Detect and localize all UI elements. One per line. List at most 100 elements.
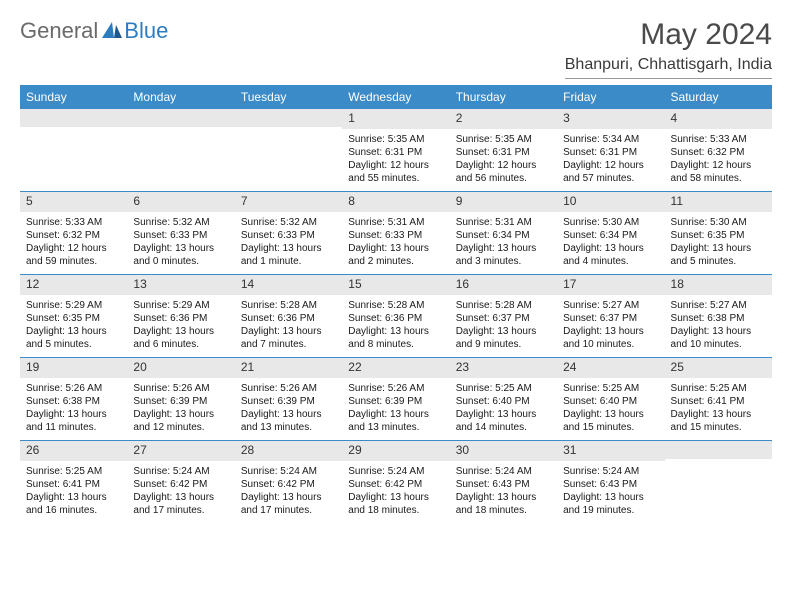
sunrise-line: Sunrise: 5:28 AM [241, 299, 336, 312]
sunrise-line: Sunrise: 5:34 AM [563, 133, 658, 146]
day-number: 29 [342, 441, 449, 461]
cell-body: Sunrise: 5:29 AMSunset: 6:35 PMDaylight:… [20, 295, 127, 357]
day-number: 2 [450, 109, 557, 129]
day-number: 16 [450, 275, 557, 295]
calendar: SundayMondayTuesdayWednesdayThursdayFrid… [20, 85, 772, 523]
day-number: 1 [342, 109, 449, 129]
calendar-cell: 16Sunrise: 5:28 AMSunset: 6:37 PMDayligh… [450, 275, 557, 357]
sunrise-line: Sunrise: 5:25 AM [671, 382, 766, 395]
calendar-cell: 27Sunrise: 5:24 AMSunset: 6:42 PMDayligh… [127, 441, 234, 523]
dayname-header: Friday [557, 85, 664, 109]
cell-body: Sunrise: 5:26 AMSunset: 6:38 PMDaylight:… [20, 378, 127, 440]
title-block: May 2024 Bhanpuri, Chhattisgarh, India [565, 18, 772, 79]
calendar-week: 12Sunrise: 5:29 AMSunset: 6:35 PMDayligh… [20, 275, 772, 358]
sunrise-line: Sunrise: 5:25 AM [26, 465, 121, 478]
cell-body: Sunrise: 5:26 AMSunset: 6:39 PMDaylight:… [342, 378, 449, 440]
sunset-line: Sunset: 6:36 PM [133, 312, 228, 325]
sunrise-line: Sunrise: 5:27 AM [563, 299, 658, 312]
day-number: 30 [450, 441, 557, 461]
calendar-cell: 25Sunrise: 5:25 AMSunset: 6:41 PMDayligh… [665, 358, 772, 440]
calendar-cell: 12Sunrise: 5:29 AMSunset: 6:35 PMDayligh… [20, 275, 127, 357]
cell-body: Sunrise: 5:28 AMSunset: 6:37 PMDaylight:… [450, 295, 557, 357]
daylight-line: Daylight: 13 hours and 2 minutes. [348, 242, 443, 268]
sunset-line: Sunset: 6:34 PM [456, 229, 551, 242]
sunrise-line: Sunrise: 5:25 AM [563, 382, 658, 395]
sunrise-line: Sunrise: 5:26 AM [26, 382, 121, 395]
cell-body: Sunrise: 5:24 AMSunset: 6:43 PMDaylight:… [557, 461, 664, 523]
calendar-cell: 19Sunrise: 5:26 AMSunset: 6:38 PMDayligh… [20, 358, 127, 440]
sunrise-line: Sunrise: 5:26 AM [241, 382, 336, 395]
calendar-cell: 23Sunrise: 5:25 AMSunset: 6:40 PMDayligh… [450, 358, 557, 440]
calendar-cell: 5Sunrise: 5:33 AMSunset: 6:32 PMDaylight… [20, 192, 127, 274]
sunset-line: Sunset: 6:33 PM [133, 229, 228, 242]
calendar-week: 19Sunrise: 5:26 AMSunset: 6:38 PMDayligh… [20, 358, 772, 441]
sunset-line: Sunset: 6:35 PM [671, 229, 766, 242]
cell-body: Sunrise: 5:34 AMSunset: 6:31 PMDaylight:… [557, 129, 664, 191]
cell-body: Sunrise: 5:35 AMSunset: 6:31 PMDaylight:… [450, 129, 557, 191]
day-number: 6 [127, 192, 234, 212]
daylight-line: Daylight: 13 hours and 9 minutes. [456, 325, 551, 351]
calendar-cell: 3Sunrise: 5:34 AMSunset: 6:31 PMDaylight… [557, 109, 664, 191]
daylight-line: Daylight: 13 hours and 6 minutes. [133, 325, 228, 351]
calendar-cell: 24Sunrise: 5:25 AMSunset: 6:40 PMDayligh… [557, 358, 664, 440]
calendar-cell: 6Sunrise: 5:32 AMSunset: 6:33 PMDaylight… [127, 192, 234, 274]
daylight-line: Daylight: 12 hours and 56 minutes. [456, 159, 551, 185]
cell-body: Sunrise: 5:32 AMSunset: 6:33 PMDaylight:… [235, 212, 342, 274]
sunset-line: Sunset: 6:42 PM [348, 478, 443, 491]
daylight-line: Daylight: 13 hours and 0 minutes. [133, 242, 228, 268]
cell-body: Sunrise: 5:27 AMSunset: 6:37 PMDaylight:… [557, 295, 664, 357]
sunset-line: Sunset: 6:43 PM [563, 478, 658, 491]
calendar-cell: 2Sunrise: 5:35 AMSunset: 6:31 PMDaylight… [450, 109, 557, 191]
sunrise-line: Sunrise: 5:24 AM [456, 465, 551, 478]
calendar-cell [235, 109, 342, 191]
daylight-line: Daylight: 13 hours and 5 minutes. [26, 325, 121, 351]
location-subtitle: Bhanpuri, Chhattisgarh, India [565, 56, 772, 79]
sunset-line: Sunset: 6:43 PM [456, 478, 551, 491]
sunrise-line: Sunrise: 5:30 AM [563, 216, 658, 229]
calendar-week: 1Sunrise: 5:35 AMSunset: 6:31 PMDaylight… [20, 109, 772, 192]
cell-body: Sunrise: 5:25 AMSunset: 6:41 PMDaylight:… [20, 461, 127, 523]
dayname-header: Thursday [450, 85, 557, 109]
day-number: 19 [20, 358, 127, 378]
day-number: 27 [127, 441, 234, 461]
daylight-line: Daylight: 13 hours and 18 minutes. [456, 491, 551, 517]
cell-body: Sunrise: 5:35 AMSunset: 6:31 PMDaylight:… [342, 129, 449, 191]
cell-body: Sunrise: 5:32 AMSunset: 6:33 PMDaylight:… [127, 212, 234, 274]
sunset-line: Sunset: 6:31 PM [348, 146, 443, 159]
calendar-cell: 10Sunrise: 5:30 AMSunset: 6:34 PMDayligh… [557, 192, 664, 274]
sunrise-line: Sunrise: 5:30 AM [671, 216, 766, 229]
day-number: 8 [342, 192, 449, 212]
day-number: 31 [557, 441, 664, 461]
calendar-cell: 31Sunrise: 5:24 AMSunset: 6:43 PMDayligh… [557, 441, 664, 523]
sunrise-line: Sunrise: 5:29 AM [133, 299, 228, 312]
calendar-cell [20, 109, 127, 191]
sunrise-line: Sunrise: 5:35 AM [456, 133, 551, 146]
logo-text-blue: Blue [124, 18, 168, 44]
sunrise-line: Sunrise: 5:24 AM [348, 465, 443, 478]
dayname-header: Sunday [20, 85, 127, 109]
daylight-line: Daylight: 13 hours and 10 minutes. [563, 325, 658, 351]
calendar-cell: 17Sunrise: 5:27 AMSunset: 6:37 PMDayligh… [557, 275, 664, 357]
header: General Blue May 2024 Bhanpuri, Chhattis… [20, 18, 772, 79]
day-number: 13 [127, 275, 234, 295]
sunset-line: Sunset: 6:39 PM [348, 395, 443, 408]
daylight-line: Daylight: 13 hours and 15 minutes. [563, 408, 658, 434]
calendar-cell: 22Sunrise: 5:26 AMSunset: 6:39 PMDayligh… [342, 358, 449, 440]
sunrise-line: Sunrise: 5:32 AM [241, 216, 336, 229]
day-number: 5 [20, 192, 127, 212]
day-number: 3 [557, 109, 664, 129]
cell-body: Sunrise: 5:30 AMSunset: 6:35 PMDaylight:… [665, 212, 772, 274]
daylight-line: Daylight: 13 hours and 13 minutes. [241, 408, 336, 434]
sunset-line: Sunset: 6:32 PM [26, 229, 121, 242]
sunset-line: Sunset: 6:36 PM [241, 312, 336, 325]
calendar-cell: 9Sunrise: 5:31 AMSunset: 6:34 PMDaylight… [450, 192, 557, 274]
day-number: 23 [450, 358, 557, 378]
sunset-line: Sunset: 6:41 PM [26, 478, 121, 491]
cell-body: Sunrise: 5:26 AMSunset: 6:39 PMDaylight:… [235, 378, 342, 440]
sunrise-line: Sunrise: 5:25 AM [456, 382, 551, 395]
month-title: May 2024 [565, 18, 772, 52]
dayname-header: Wednesday [342, 85, 449, 109]
daylight-line: Daylight: 13 hours and 17 minutes. [133, 491, 228, 517]
sunset-line: Sunset: 6:34 PM [563, 229, 658, 242]
dayname-header: Monday [127, 85, 234, 109]
